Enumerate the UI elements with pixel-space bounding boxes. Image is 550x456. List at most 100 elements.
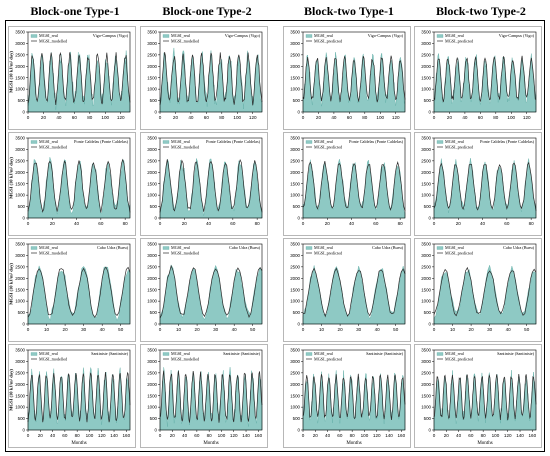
y-tick-label: 3000 [147, 253, 157, 258]
series-line-model [433, 266, 537, 317]
y-tick-label: 0 [429, 110, 432, 115]
legend-swatch-real [436, 352, 444, 356]
y-tick-label: 3500 [421, 30, 431, 35]
y-tick-label: 3500 [147, 30, 157, 35]
y-tick-label: 3000 [290, 41, 300, 46]
x-tick-label: 0 [433, 221, 436, 226]
x-tick-label: 80 [481, 433, 487, 438]
x-tick-label: 60 [98, 221, 104, 226]
y-tick-label: 3000 [15, 359, 25, 364]
x-tick-label: 20 [50, 221, 56, 226]
chart-panel: 0 500 1000 1500 2000 2500 3000 3500 0 10 20 30 40 50 C… [414, 238, 542, 342]
x-tick-label: 40 [506, 327, 512, 332]
plot-frame [159, 349, 263, 431]
y-tick-label: 500 [150, 310, 158, 315]
series-line-model [302, 267, 406, 318]
legend-label-real: MGSI_real [39, 351, 59, 356]
y-tick-label: 0 [23, 216, 26, 221]
x-tick-label: 80 [219, 115, 225, 120]
y-tick-label: 0 [155, 110, 158, 115]
y-tick-label: 3500 [15, 136, 25, 141]
x-tick-label: 100 [492, 433, 500, 438]
y-tick-label: 0 [298, 216, 301, 221]
y-tick-label: 0 [429, 322, 432, 327]
column-title-1: Block-one Type-1 [30, 4, 119, 18]
x-tick-label: 120 [98, 433, 106, 438]
y-tick-label: 2500 [290, 370, 300, 375]
chart-panel: 0 500 1000 1500 2000 2500 3000 3500 0 10 20 30 40 50 M… [8, 238, 136, 342]
legend-swatch-real [162, 246, 170, 250]
legend-label-model: MGSI_predicted [445, 145, 474, 150]
x-tick-label: 0 [433, 115, 436, 120]
y-tick-label: 3000 [421, 359, 431, 364]
station-title: Santiniste (Santiniste) [366, 351, 403, 356]
x-tick-label: 20 [41, 115, 47, 120]
x-tick-label: 140 [242, 433, 250, 438]
x-tick-label: 20 [456, 221, 462, 226]
legend-label-real: MGSI_real [445, 139, 465, 144]
x-tick-label: 100 [361, 433, 369, 438]
y-tick-label: 0 [298, 322, 301, 327]
y-tick-label: 1000 [147, 87, 157, 92]
plot-frame [302, 243, 406, 325]
y-tick-label: 3000 [147, 359, 157, 364]
legend-label-model: MGSI_modelled [171, 145, 200, 150]
legend-label-real: MGSI_real [171, 245, 191, 250]
x-tick-label: 60 [72, 115, 78, 120]
series-line-model [159, 52, 263, 106]
station-title: Vigo-Campus (Vigo) [93, 33, 129, 38]
x-tick-label: 60 [204, 115, 210, 120]
x-tick-label: 20 [444, 433, 450, 438]
y-tick-label: 1500 [15, 75, 25, 80]
x-tick-label: 60 [194, 433, 200, 438]
y-tick-label: 3500 [290, 348, 300, 353]
x-tick-label: 80 [75, 433, 81, 438]
y-tick-label: 2000 [421, 64, 431, 69]
series-line-model [302, 55, 406, 103]
station-title: Santiniste (Santiniste) [497, 351, 534, 356]
y-tick-label: 2500 [147, 52, 157, 57]
y-tick-label: 1000 [15, 193, 25, 198]
legend-label-real: MGSI_real [314, 245, 334, 250]
station-title: Ponte Caldelas (Ponte Caldelas) [480, 139, 534, 144]
y-tick-label: 3000 [290, 147, 300, 152]
x-axis-label: Months [203, 441, 218, 446]
chart-panel: 0 500 1000 1500 2000 2500 3000 3500 0 10 20 30 40 50 C… [283, 238, 411, 342]
plot-frame [302, 137, 406, 219]
legend-swatch-real [305, 34, 313, 38]
y-tick-label: 1000 [290, 405, 300, 410]
y-tick-label: 1000 [15, 405, 25, 410]
column-title-3: Block-two Type-1 [304, 4, 394, 18]
y-tick-label: 3500 [421, 136, 431, 141]
legend-label-model: MGSI_predicted [314, 145, 343, 150]
y-tick-label: 500 [18, 310, 26, 315]
y-tick-label: 2000 [147, 170, 157, 175]
x-tick-label: 120 [117, 115, 125, 120]
y-tick-label: 3500 [421, 242, 431, 247]
y-tick-label: 3000 [421, 147, 431, 152]
y-tick-label: 2500 [15, 158, 25, 163]
y-tick-label: 1500 [147, 75, 157, 80]
x-tick-label: 0 [27, 433, 30, 438]
legend-swatch-real [305, 140, 313, 144]
x-tick-label: 40 [375, 327, 381, 332]
plot-frame [159, 243, 263, 325]
station-title: Cabo Udra (Bueu) [229, 245, 261, 250]
y-tick-label: 3000 [421, 253, 431, 258]
x-tick-label: 120 [230, 433, 238, 438]
x-tick-label: 20 [38, 433, 44, 438]
panel-border [283, 132, 411, 236]
y-tick-label: 1000 [147, 299, 157, 304]
x-tick-label: 100 [507, 115, 515, 120]
y-tick-label: 2000 [290, 382, 300, 387]
y-tick-label: 2000 [15, 382, 25, 387]
x-tick-label: 0 [302, 327, 305, 332]
x-tick-label: 20 [313, 433, 319, 438]
y-tick-label: 3000 [15, 41, 25, 46]
x-tick-label: 60 [337, 433, 343, 438]
outer-frame [5, 20, 545, 452]
station-title: Cabo Udra (Bueu) [97, 245, 129, 250]
station-title: Cabo Udra (Bueu) [372, 245, 404, 250]
legend-swatch-real [436, 246, 444, 250]
